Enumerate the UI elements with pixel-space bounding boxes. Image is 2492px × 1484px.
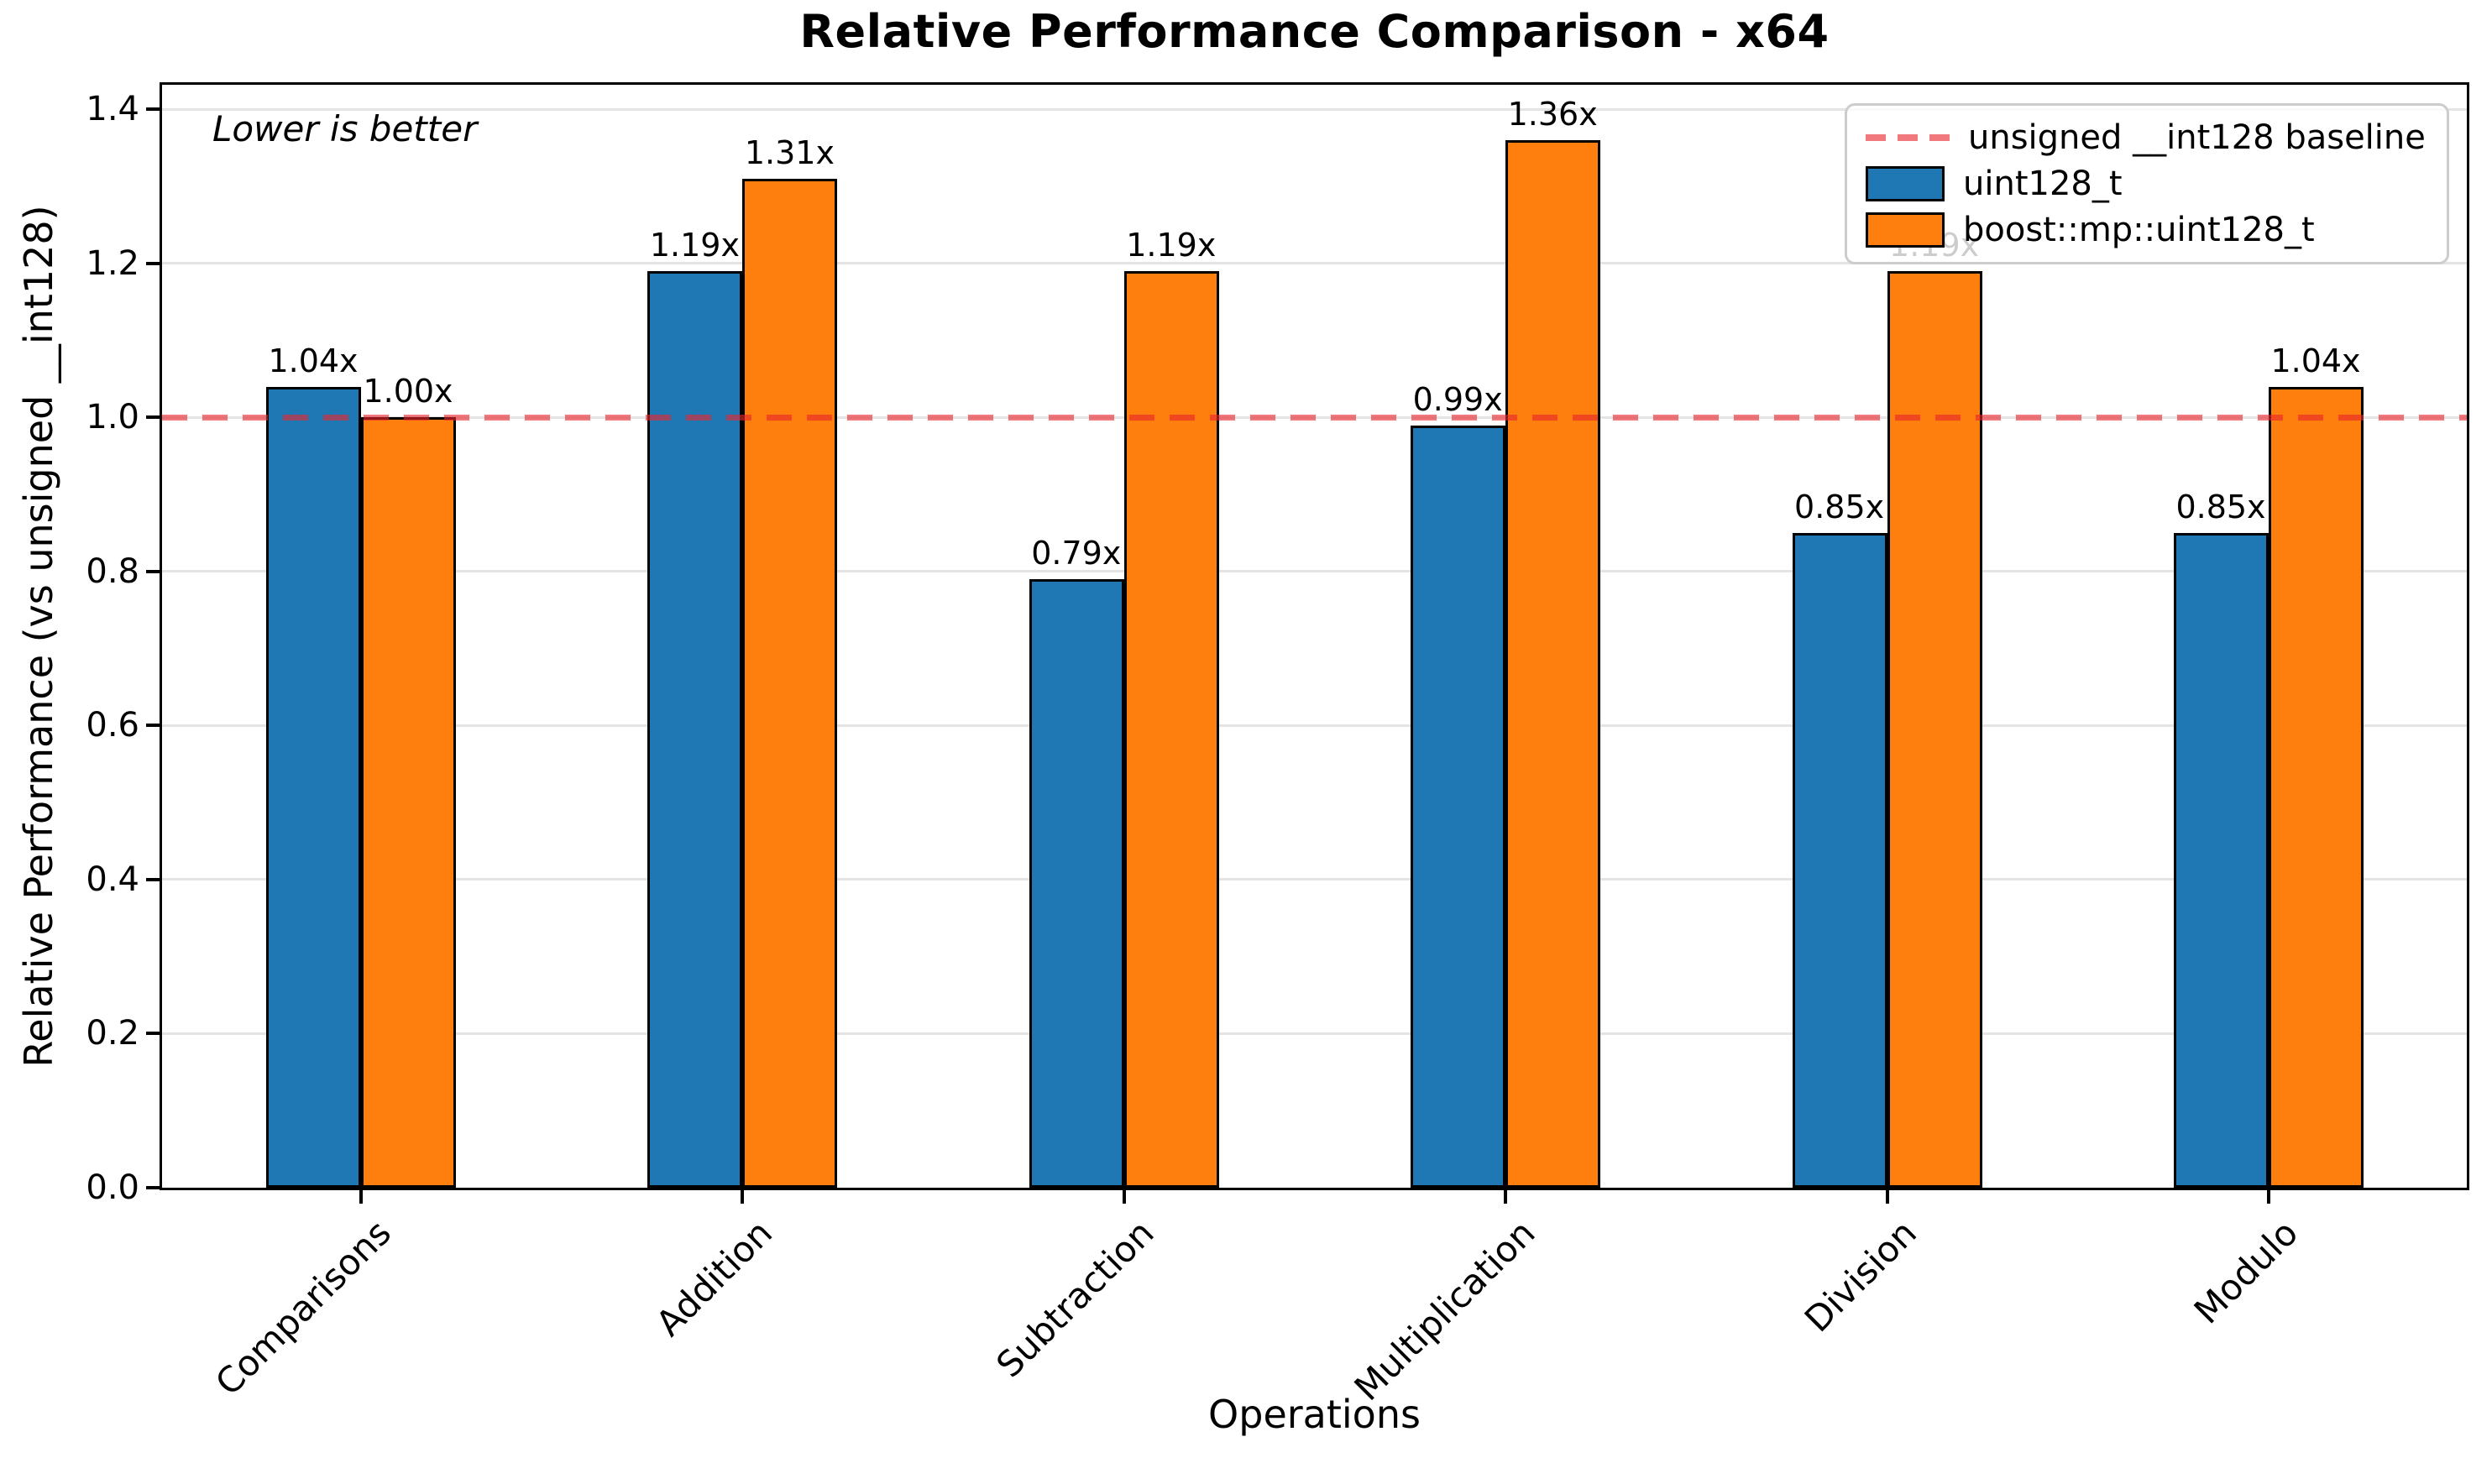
bar-uint128-t-comparisons [266, 387, 361, 1188]
x-tick-label-addition: Addition [647, 1212, 781, 1345]
bar-uint128-t-multiplication [1411, 426, 1506, 1188]
y-tick-label: 1.2 [86, 243, 139, 283]
x-tick-mark [359, 1190, 363, 1204]
bar-boost-mp-uint128-t-comparisons [361, 417, 456, 1188]
bar-uint128-t-subtraction [1029, 579, 1124, 1188]
legend-label-baseline: unsigned __int128 baseline [1968, 118, 2426, 157]
y-tick-mark [146, 415, 160, 420]
legend-item-baseline: unsigned __int128 baseline [1866, 118, 2428, 157]
bar-boost-mp-uint128-t-division [1887, 271, 1982, 1188]
bar-value-label-boost-mp-uint128-t-addition: 1.31x [744, 134, 835, 171]
gridline [162, 878, 2467, 881]
bar-value-label-uint128-t-addition: 1.19x [649, 227, 740, 264]
x-tick-mark [1885, 1190, 1889, 1204]
bar-boost-mp-uint128-t-multiplication [1505, 140, 1601, 1188]
x-tick-label-division: Division [1796, 1212, 1925, 1340]
x-tick-mark [1122, 1190, 1126, 1204]
baseline-dash-icon [1866, 133, 1950, 141]
x-tick-mark [741, 1190, 745, 1204]
baseline-line [162, 414, 2467, 421]
bar-value-label-boost-mp-uint128-t-modulo: 1.04x [2270, 342, 2361, 379]
x-axis-label: Operations [1208, 1392, 1421, 1437]
legend-label-boost-mp-uint128-t: boost::mp::uint128_t [1963, 211, 2315, 250]
y-axis-label: Relative Performance (vs unsigned __int1… [16, 205, 61, 1068]
y-tick-mark [146, 877, 160, 881]
legend-item-boost-mp-uint128-t: boost::mp::uint128_t [1866, 211, 2428, 249]
y-tick-label: 0.2 [86, 1014, 139, 1053]
gridline [162, 262, 2467, 265]
y-tick-mark [146, 569, 160, 573]
chart-title: Relative Performance Comparison - x64 [799, 5, 1830, 58]
legend-swatch-uint128-t [1866, 165, 1945, 201]
bar-value-label-uint128-t-multiplication: 0.99x [1412, 381, 1503, 418]
legend-label-uint128-t: uint128_t [1963, 164, 2123, 203]
legend-swatch-boost-mp-uint128-t [1866, 212, 1945, 248]
gridline [162, 570, 2467, 573]
x-tick-label-multiplication: Multiplication [1346, 1212, 1543, 1409]
y-tick-label: 1.0 [86, 398, 139, 437]
bar-value-label-boost-mp-uint128-t-multiplication: 1.36x [1507, 96, 1598, 133]
bar-value-label-uint128-t-modulo: 0.85x [2175, 489, 2266, 525]
bar-uint128-t-division [1792, 533, 1887, 1188]
bar-uint128-t-addition [647, 271, 743, 1188]
x-tick-mark [1504, 1190, 1508, 1204]
y-tick-label: 0.8 [86, 551, 139, 591]
bar-boost-mp-uint128-t-modulo [2269, 387, 2364, 1188]
bar-value-label-boost-mp-uint128-t-comparisons: 1.00x [363, 373, 453, 410]
y-tick-mark [146, 107, 160, 112]
y-tick-label: 0.4 [86, 860, 139, 899]
gridline [162, 107, 2467, 111]
plot-area: Lower is better 1.04x 1.19x 0.79x 0.99x 0.85… [160, 82, 2469, 1190]
y-tick-mark [146, 724, 160, 728]
x-tick-mark [2267, 1190, 2270, 1204]
y-tick-mark [146, 261, 160, 265]
legend: unsigned __int128 baseline uint128_t boo… [1845, 103, 2449, 264]
bar-value-label-boost-mp-uint128-t-subtraction: 1.19x [1126, 227, 1217, 264]
y-tick-mark [146, 1186, 160, 1189]
bar-value-label-uint128-t-division: 0.85x [1794, 489, 1885, 525]
y-tick-label: 1.4 [86, 90, 139, 129]
bar-value-label-uint128-t-subtraction: 0.79x [1031, 535, 1122, 572]
bar-boost-mp-uint128-t-addition [742, 179, 838, 1188]
bar-value-label-uint128-t-comparisons: 1.04x [268, 342, 359, 379]
x-tick-label-modulo: Modulo [2186, 1212, 2306, 1332]
lower-is-better-annotation: Lower is better [212, 108, 478, 149]
bar-uint128-t-modulo [2174, 533, 2269, 1188]
bar-boost-mp-uint128-t-subtraction [1123, 271, 1219, 1188]
y-tick-label: 0.6 [86, 706, 139, 745]
y-tick-mark [146, 1032, 160, 1036]
legend-item-uint128-t: uint128_t [1866, 165, 2428, 203]
gridline [162, 1032, 2467, 1035]
x-tick-label-subtraction: Subtraction [988, 1212, 1162, 1386]
gridline [162, 724, 2467, 727]
x-tick-label-comparisons: Comparisons [207, 1212, 399, 1403]
y-tick-label: 0.0 [86, 1168, 139, 1207]
